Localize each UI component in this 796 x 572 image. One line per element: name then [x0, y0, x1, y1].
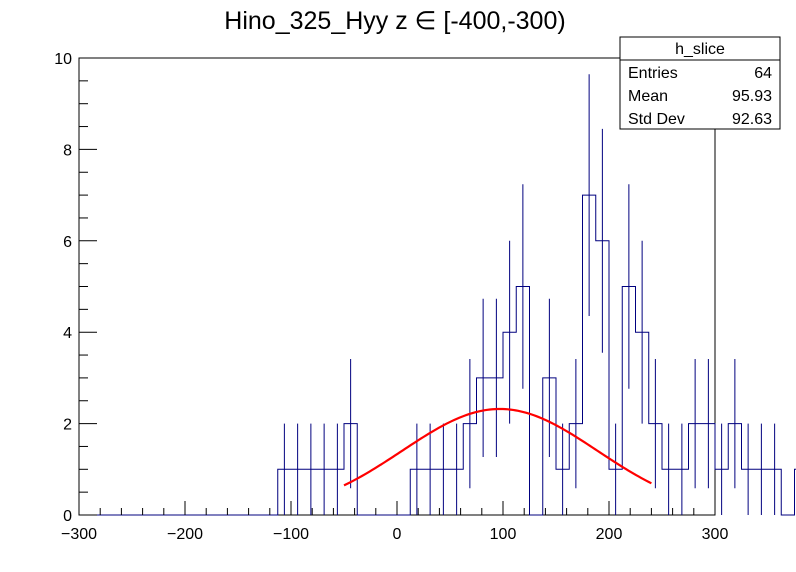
gaussian-fit [343, 407, 652, 487]
histogram-outline [79, 194, 796, 516]
stats-stddev-label: Std Dev [628, 111, 685, 128]
stats-box-frame [619, 36, 781, 130]
x-tick-label: 0 [393, 526, 402, 543]
axes: −300 −200 −100 0 100 200 300 0 2 4 6 8 10 [54, 51, 728, 543]
y-tick-label: 0 [63, 508, 72, 525]
stats-box-title: h_slice [675, 41, 725, 58]
x-tick-label: 100 [490, 526, 517, 543]
y-tick-label: 4 [63, 325, 72, 342]
stats-entries-value: 64 [754, 65, 772, 82]
x-tick-label: 200 [596, 526, 623, 543]
stats-mean-value: 95.93 [732, 88, 772, 105]
y-tick-label: 8 [63, 142, 72, 159]
stats-entries-label: Entries [628, 65, 678, 82]
x-tick-label: −200 [167, 526, 203, 543]
y-tick-label: 2 [63, 417, 72, 434]
chart-title: Hino_325_Hyy z ∈ [-400,-300) [224, 7, 565, 35]
x-tick-label: −100 [273, 526, 309, 543]
stats-box: h_slice Entries 64 Mean 95.93 Std Dev 92… [619, 36, 781, 130]
x-tick-label: −300 [61, 526, 97, 543]
y-tick-label: 10 [54, 51, 72, 68]
fit-curve [343, 407, 652, 487]
histogram-series [79, 194, 796, 516]
stats-mean-label: Mean [628, 88, 668, 105]
y-tick-label: 6 [63, 234, 72, 251]
stats-stddev-value: 92.63 [732, 111, 772, 128]
x-tick-label: 300 [702, 526, 729, 543]
